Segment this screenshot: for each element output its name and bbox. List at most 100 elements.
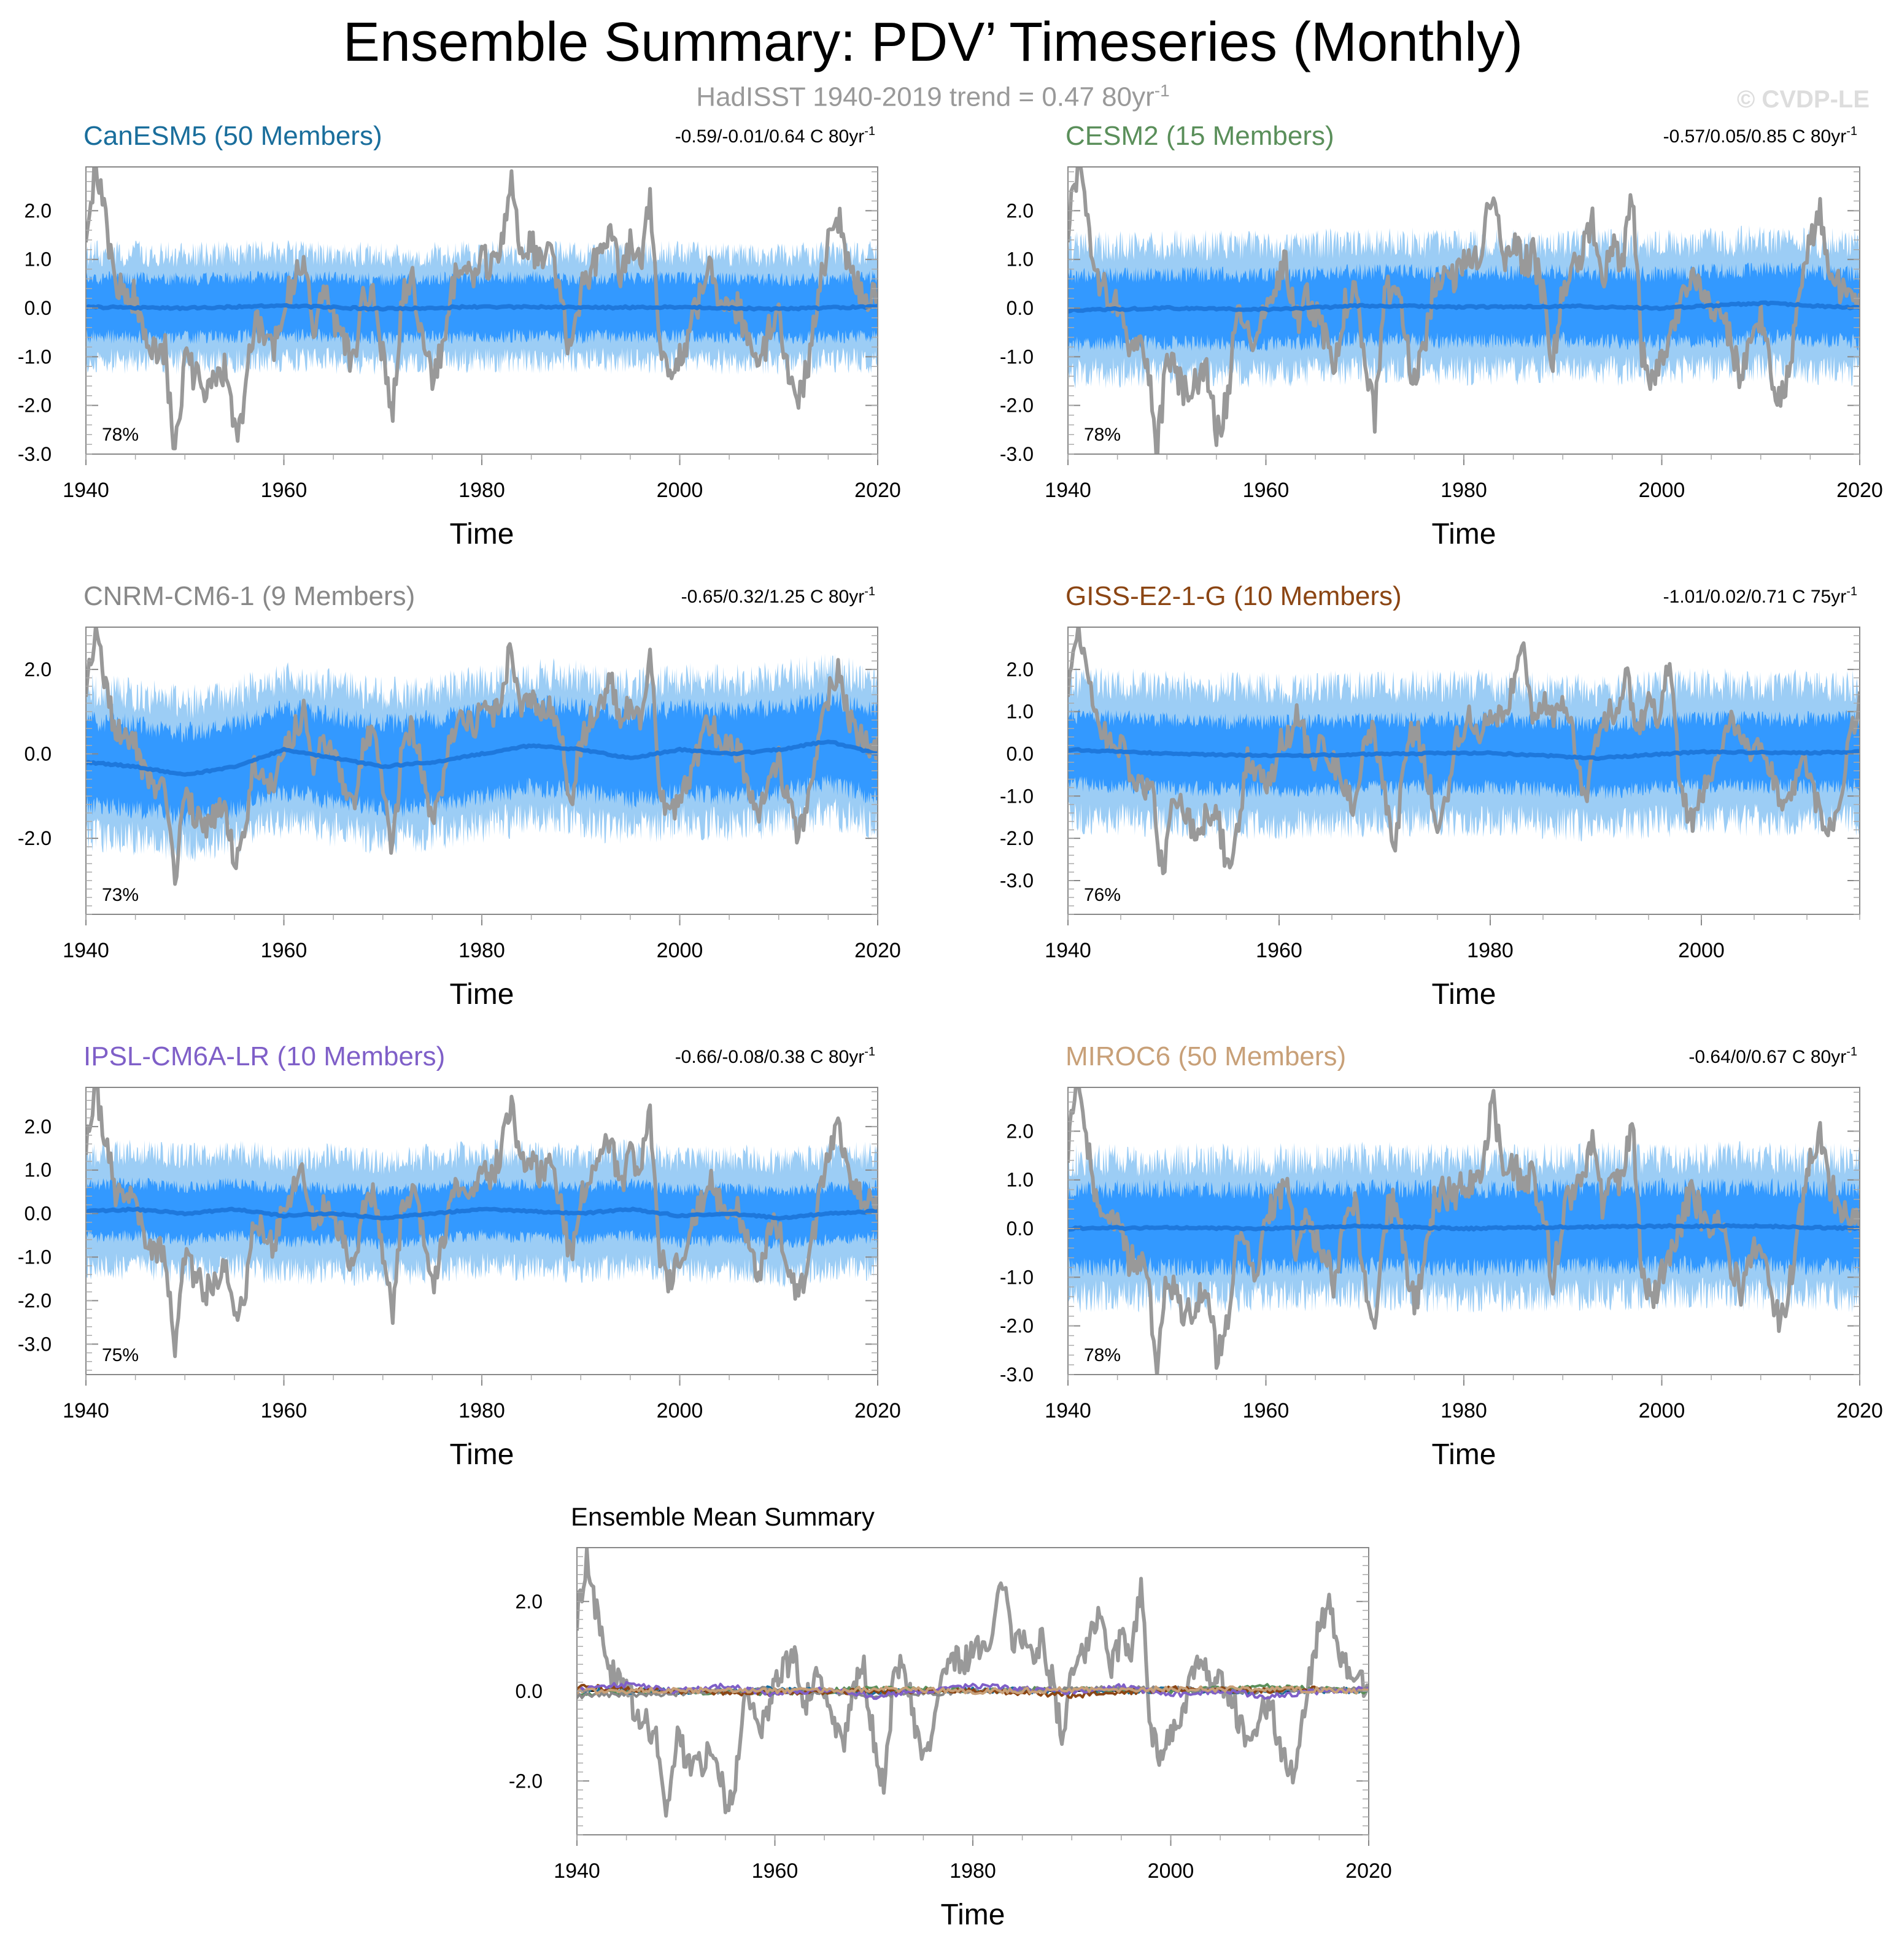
x-tick-label: 2000: [657, 939, 703, 962]
x-tick-label: 2020: [854, 479, 901, 502]
panel-trend-label: -0.57/0.05/0.85 C 80yr-1: [1663, 125, 1857, 147]
y-tick-label: 0.0: [25, 297, 52, 319]
y-tick-label: 0.0: [25, 743, 52, 765]
percent-label: 78%: [102, 425, 139, 445]
y-tick-label: 1.0: [25, 1159, 52, 1181]
y-tick-label: 2.0: [25, 658, 52, 681]
x-tick-label: 2000: [657, 479, 703, 502]
plot-area: [86, 167, 878, 450]
panel-trend-label: -0.59/-0.01/0.64 C 80yr-1: [675, 125, 875, 147]
observed-series-line: [577, 1548, 1369, 1818]
panel-title: CNRM-CM6-1 (9 Members): [83, 581, 415, 611]
x-tick-label: 1940: [1045, 1399, 1091, 1422]
y-tick-label: 2.0: [25, 1116, 52, 1138]
y-tick-label: 1.0: [1007, 1169, 1034, 1191]
x-tick-label: 2000: [1639, 479, 1685, 502]
x-tick-label: 2020: [1345, 1859, 1392, 1883]
y-tick-label: 2.0: [1007, 199, 1034, 222]
x-tick-label: 2020: [854, 939, 901, 962]
x-tick-label: 2020: [1836, 1399, 1883, 1422]
y-tick-label: -1.0: [1000, 345, 1034, 368]
y-tick-label: -2.0: [1000, 827, 1034, 849]
ensemble-band-inner: [86, 691, 878, 828]
x-tick-label: 1940: [63, 939, 109, 962]
x-axis-label: Time: [941, 1899, 1005, 1931]
ensemble-mean-line: [86, 1206, 878, 1221]
observed-series-line: [86, 1087, 878, 1359]
observed-series-line: [1068, 167, 1860, 454]
percent-label: 73%: [102, 885, 139, 905]
x-tick-label: 2000: [1639, 1399, 1685, 1422]
x-axis-label: Time: [1432, 1438, 1496, 1471]
x-tick-label: 2020: [1836, 479, 1883, 502]
x-tick-label: 1960: [1256, 939, 1302, 962]
x-tick-label: 1980: [1467, 939, 1514, 962]
panel-trend-label: -0.65/0.32/1.25 C 80yr-1: [681, 585, 875, 607]
subtitle-text: HadISST 1940-2019 trend = 0.47 80yr: [696, 82, 1154, 112]
observed-series-line: [1068, 627, 1860, 876]
y-tick-label: -3.0: [1000, 443, 1034, 465]
y-tick-label: -1.0: [18, 1246, 52, 1268]
y-tick-label: -2.0: [509, 1770, 543, 1792]
y-tick-label: -2.0: [18, 1289, 52, 1311]
chart-panel-6: MIROC6 (50 Members) -0.64/0/0.67 C 80yr-1…: [1000, 1041, 1883, 1471]
y-tick-label: 0.0: [1007, 743, 1034, 765]
panel-trend-label: -0.66/-0.08/0.38 C 80yr-1: [675, 1045, 875, 1067]
subtitle-superscript: -1: [1154, 81, 1170, 100]
percent-label: 78%: [1084, 425, 1121, 445]
plot-area: [86, 1087, 878, 1359]
page-title: Ensemble Summary: PDV’ Timeseries (Month…: [342, 12, 1523, 73]
x-tick-label: 1960: [261, 1399, 307, 1422]
y-tick-label: 2.0: [1007, 1120, 1034, 1142]
y-tick-label: -2.0: [18, 827, 52, 849]
y-tick-label: -3.0: [18, 1333, 52, 1355]
y-tick-label: 2.0: [25, 199, 52, 222]
y-tick-label: 1.0: [1007, 701, 1034, 723]
x-tick-label: 1940: [63, 479, 109, 502]
y-tick-label: -1.0: [18, 345, 52, 368]
cvdp-watermark: © CVDP-LE: [1736, 86, 1870, 113]
model-mean-line-miroc6: [577, 1685, 1369, 1696]
x-tick-label: 1980: [458, 479, 505, 502]
plot-area: [577, 1548, 1369, 1818]
chart-panel-5: IPSL-CM6A-LR (10 Members) -0.66/-0.08/0.3…: [18, 1041, 901, 1471]
panel-title: CanESM5 (50 Members): [83, 121, 382, 151]
x-tick-label: 2000: [1678, 939, 1725, 962]
x-axis-label: Time: [450, 518, 514, 550]
chart-panel-1: CanESM5 (50 Members) -0.59/-0.01/0.64 C 8…: [18, 121, 901, 550]
plot-area: [86, 627, 878, 886]
y-tick-label: -3.0: [1000, 870, 1034, 892]
x-tick-label: 1960: [1243, 479, 1290, 502]
y-tick-label: 2.0: [516, 1591, 543, 1613]
y-tick-label: 1.0: [1007, 249, 1034, 271]
x-tick-label: 1980: [1441, 1399, 1487, 1422]
y-tick-label: 0.0: [516, 1680, 543, 1702]
y-tick-label: 2.0: [1007, 658, 1034, 681]
panel-trend-label: -1.01/0.02/0.71 C 75yr-1: [1663, 585, 1857, 607]
percent-label: 76%: [1084, 885, 1121, 905]
observed-series-line: [86, 167, 878, 450]
panel-title: MIROC6 (50 Members): [1066, 1041, 1346, 1071]
ensemble-mean-line: [86, 303, 878, 312]
x-tick-label: 1940: [554, 1859, 600, 1883]
percent-label: 78%: [1084, 1345, 1121, 1365]
panel-title: GISS-E2-1-G (10 Members): [1066, 581, 1402, 611]
ensemble-mean-line: [1068, 747, 1860, 761]
y-tick-label: 0.0: [1007, 1217, 1034, 1240]
observed-series-line: [1068, 1087, 1860, 1375]
panel-trend-label: -0.64/0/0.67 C 80yr-1: [1688, 1045, 1857, 1067]
ensemble-band-inner: [86, 1177, 878, 1250]
ensemble-mean-line: [86, 739, 878, 777]
x-tick-label: 1940: [1045, 939, 1091, 962]
panel-title: IPSL-CM6A-LR (10 Members): [83, 1041, 445, 1071]
y-tick-label: -2.0: [1000, 395, 1034, 417]
y-tick-label: -2.0: [18, 395, 52, 417]
x-tick-label: 1980: [458, 1399, 505, 1422]
plot-area: [1068, 167, 1860, 454]
percent-label: 75%: [102, 1345, 139, 1365]
model-mean-line-ipsl-cm6a-lr: [577, 1681, 1369, 1700]
x-axis-label: Time: [1432, 978, 1496, 1011]
plot-area: [1068, 627, 1860, 876]
x-tick-label: 1980: [1441, 479, 1487, 502]
